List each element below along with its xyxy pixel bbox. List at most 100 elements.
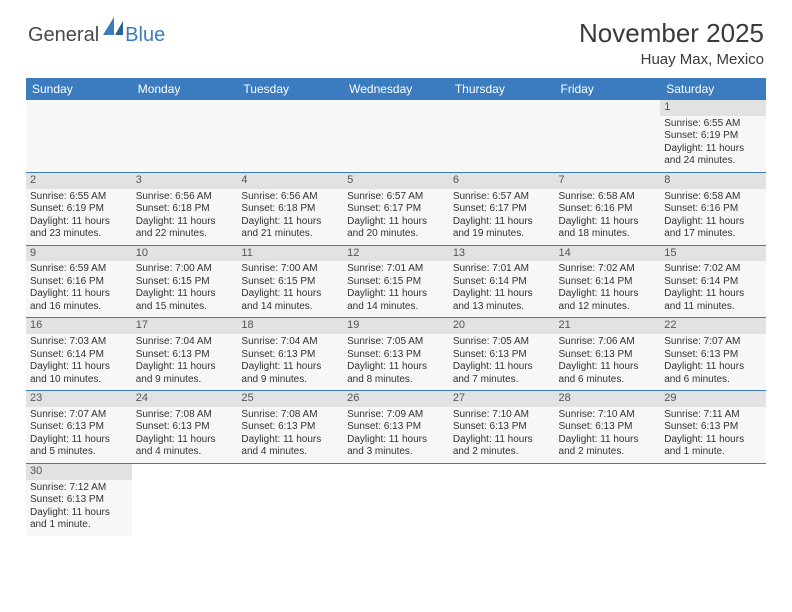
day-number: 7 [555,173,661,189]
page-title: November 2025 [579,18,764,49]
calendar-day-cell: 5 Sunrise: 6:57 AMSunset: 6:17 PMDaylight… [343,172,449,245]
calendar-week-row: 1Sunrise: 6:55 AMSunset: 6:19 PMDaylight… [26,100,766,172]
day-number: 21 [555,318,661,334]
day-number: 5 [343,173,449,189]
sunrise-line: Sunrise: 7:12 AM [30,482,128,495]
day-header: Sunday [26,78,132,100]
day-info: Sunrise: 7:00 AMSunset: 6:15 PMDaylight:… [136,263,234,313]
sunset-line: Sunset: 6:13 PM [30,421,128,434]
calendar-empty-cell [555,463,661,535]
sunrise-line: Sunrise: 6:56 AM [136,191,234,204]
daylight-line: Daylight: 11 hours and 23 minutes. [30,216,128,241]
calendar-day-cell: 28Sunrise: 7:10 AMSunset: 6:13 PMDayligh… [555,391,661,464]
calendar-day-cell: 23 Sunrise: 7:07 AMSunset: 6:13 PMDayligh… [26,391,132,464]
sunset-line: Sunset: 6:13 PM [559,421,657,434]
calendar-day-cell: 1Sunrise: 6:55 AMSunset: 6:19 PMDaylight… [660,100,766,172]
sunrise-line: Sunrise: 6:57 AM [347,191,445,204]
calendar-day-cell: 15Sunrise: 7:02 AMSunset: 6:14 PMDayligh… [660,245,766,318]
day-info: Sunrise: 6:55 AMSunset: 6:19 PMDaylight:… [30,191,128,241]
daylight-line: Daylight: 11 hours and 14 minutes. [347,288,445,313]
calendar-day-cell: 22Sunrise: 7:07 AMSunset: 6:13 PMDayligh… [660,318,766,391]
day-number: 3 [132,173,238,189]
calendar-week-row: 9Sunrise: 6:59 AMSunset: 6:16 PMDaylight… [26,245,766,318]
day-info: Sunrise: 7:02 AMSunset: 6:14 PMDaylight:… [559,263,657,313]
daylight-line: Daylight: 11 hours and 9 minutes. [136,361,234,386]
sunset-line: Sunset: 6:14 PM [30,349,128,362]
calendar-table: SundayMondayTuesdayWednesdayThursdayFrid… [26,78,766,536]
daylight-line: Daylight: 11 hours and 11 minutes. [664,288,762,313]
day-info: Sunrise: 7:02 AMSunset: 6:14 PMDaylight:… [664,263,762,313]
daylight-line: Daylight: 11 hours and 6 minutes. [559,361,657,386]
calendar-header-row: SundayMondayTuesdayWednesdayThursdayFrid… [26,78,766,100]
sunrise-line: Sunrise: 7:01 AM [347,263,445,276]
calendar-empty-cell [132,100,238,172]
daylight-line: Daylight: 11 hours and 17 minutes. [664,216,762,241]
day-header: Tuesday [237,78,343,100]
day-number: 26 [343,391,449,407]
sunrise-line: Sunrise: 7:07 AM [30,409,128,422]
day-number: 1 [660,100,766,116]
sunset-line: Sunset: 6:16 PM [30,276,128,289]
sunrise-line: Sunrise: 7:05 AM [347,336,445,349]
sunset-line: Sunset: 6:15 PM [136,276,234,289]
day-info: Sunrise: 7:05 AMSunset: 6:13 PMDaylight:… [347,336,445,386]
daylight-line: Daylight: 11 hours and 16 minutes. [30,288,128,313]
sunrise-line: Sunrise: 6:57 AM [453,191,551,204]
calendar-week-row: 23Sunrise: 7:07 AMSunset: 6:13 PMDayligh… [26,391,766,464]
sunset-line: Sunset: 6:18 PM [241,203,339,216]
calendar-day-cell: 10Sunrise: 7:00 AMSunset: 6:15 PMDayligh… [132,245,238,318]
calendar-day-cell: 9Sunrise: 6:59 AMSunset: 6:16 PMDaylight… [26,245,132,318]
sunrise-line: Sunrise: 7:01 AM [453,263,551,276]
day-info: Sunrise: 6:58 AMSunset: 6:16 PMDaylight:… [664,191,762,241]
daylight-line: Daylight: 11 hours and 2 minutes. [559,434,657,459]
day-info: Sunrise: 7:07 AMSunset: 6:13 PMDaylight:… [30,409,128,459]
calendar-day-cell: 12Sunrise: 7:01 AMSunset: 6:15 PMDayligh… [343,245,449,318]
day-number: 23 [26,391,132,407]
calendar-week-row: 2 Sunrise: 6:55 AMSunset: 6:19 PMDaylight… [26,172,766,245]
sunset-line: Sunset: 6:19 PM [30,203,128,216]
sunrise-line: Sunrise: 7:07 AM [664,336,762,349]
day-info: Sunrise: 6:58 AMSunset: 6:16 PMDaylight:… [559,191,657,241]
calendar-empty-cell [343,463,449,535]
daylight-line: Daylight: 11 hours and 5 minutes. [30,434,128,459]
day-info: Sunrise: 6:56 AMSunset: 6:18 PMDaylight:… [241,191,339,241]
calendar-empty-cell [132,463,238,535]
sunset-line: Sunset: 6:13 PM [664,349,762,362]
sunset-line: Sunset: 6:14 PM [559,276,657,289]
page-subtitle: Huay Max, Mexico [579,51,764,68]
day-info: Sunrise: 7:08 AMSunset: 6:13 PMDaylight:… [136,409,234,459]
day-number: 19 [343,318,449,334]
calendar-day-cell: 25Sunrise: 7:08 AMSunset: 6:13 PMDayligh… [237,391,343,464]
daylight-line: Daylight: 11 hours and 12 minutes. [559,288,657,313]
day-header: Thursday [449,78,555,100]
calendar-day-cell: 16Sunrise: 7:03 AMSunset: 6:14 PMDayligh… [26,318,132,391]
day-info: Sunrise: 7:04 AMSunset: 6:13 PMDaylight:… [136,336,234,386]
sunrise-line: Sunrise: 7:03 AM [30,336,128,349]
sunset-line: Sunset: 6:13 PM [241,349,339,362]
day-info: Sunrise: 7:11 AMSunset: 6:13 PMDaylight:… [664,409,762,459]
day-info: Sunrise: 7:01 AMSunset: 6:15 PMDaylight:… [347,263,445,313]
sunset-line: Sunset: 6:19 PM [664,130,762,143]
sunrise-line: Sunrise: 7:10 AM [453,409,551,422]
day-number: 8 [660,173,766,189]
sunrise-line: Sunrise: 7:08 AM [241,409,339,422]
calendar-day-cell: 26 Sunrise: 7:09 AMSunset: 6:13 PMDayligh… [343,391,449,464]
header: General Blue November 2025 Huay Max, Mex… [0,0,792,72]
daylight-line: Daylight: 11 hours and 10 minutes. [30,361,128,386]
calendar-day-cell: 27Sunrise: 7:10 AMSunset: 6:13 PMDayligh… [449,391,555,464]
day-info: Sunrise: 6:57 AMSunset: 6:17 PMDaylight:… [347,191,445,241]
sunset-line: Sunset: 6:14 PM [453,276,551,289]
day-number: 9 [26,246,132,262]
sunset-line: Sunset: 6:13 PM [453,421,551,434]
sunset-line: Sunset: 6:13 PM [30,494,128,507]
sunset-line: Sunset: 6:13 PM [136,421,234,434]
day-info: Sunrise: 7:09 AMSunset: 6:13 PMDaylight:… [347,409,445,459]
calendar-day-cell: 18Sunrise: 7:04 AMSunset: 6:13 PMDayligh… [237,318,343,391]
calendar-day-cell: 21Sunrise: 7:06 AMSunset: 6:13 PMDayligh… [555,318,661,391]
day-number: 2 [26,173,132,189]
sunset-line: Sunset: 6:16 PM [664,203,762,216]
daylight-line: Daylight: 11 hours and 4 minutes. [241,434,339,459]
calendar-day-cell: 11Sunrise: 7:00 AMSunset: 6:15 PMDayligh… [237,245,343,318]
day-number: 29 [660,391,766,407]
calendar-day-cell: 3Sunrise: 6:56 AMSunset: 6:18 PMDaylight… [132,172,238,245]
